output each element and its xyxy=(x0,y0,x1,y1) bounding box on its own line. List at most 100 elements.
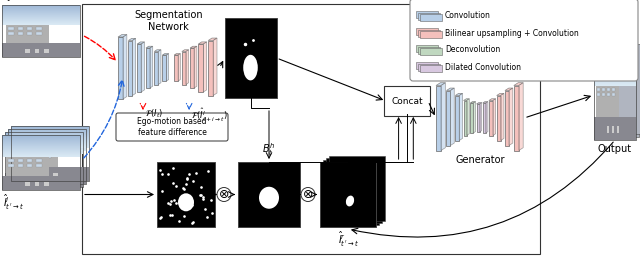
Polygon shape xyxy=(474,102,476,133)
Bar xyxy=(2,143,80,144)
Text: Output: Output xyxy=(598,144,632,154)
Bar xyxy=(594,50,636,51)
Point xyxy=(184,172,194,176)
Bar xyxy=(2,11,80,12)
Bar xyxy=(2,23,80,24)
Bar xyxy=(594,67,636,68)
Point xyxy=(166,199,176,203)
Bar xyxy=(607,88,611,91)
Bar xyxy=(8,144,86,145)
Bar xyxy=(36,159,42,162)
Bar xyxy=(8,138,86,139)
Bar xyxy=(2,155,80,156)
Polygon shape xyxy=(505,88,513,90)
Bar xyxy=(2,9,80,10)
Bar xyxy=(594,60,636,61)
Bar xyxy=(8,159,13,162)
Bar xyxy=(11,135,89,136)
Bar xyxy=(18,164,23,167)
Polygon shape xyxy=(436,83,445,86)
Bar xyxy=(594,79,636,80)
Bar xyxy=(594,59,636,60)
Bar xyxy=(6,157,49,176)
Bar xyxy=(5,140,83,141)
Polygon shape xyxy=(514,83,523,86)
Polygon shape xyxy=(129,38,136,41)
Bar xyxy=(35,181,40,186)
Polygon shape xyxy=(477,104,479,132)
Bar xyxy=(2,17,80,18)
Point xyxy=(155,168,165,172)
Bar xyxy=(607,126,609,133)
Bar xyxy=(5,144,83,145)
Ellipse shape xyxy=(346,196,354,206)
Bar xyxy=(594,64,636,65)
Bar xyxy=(8,142,86,143)
Bar xyxy=(420,31,442,38)
Bar xyxy=(11,127,89,128)
Bar xyxy=(2,24,80,25)
Bar xyxy=(2,18,80,19)
Bar xyxy=(39,161,45,164)
Bar xyxy=(2,136,80,137)
Bar xyxy=(18,32,23,35)
Bar xyxy=(594,71,636,72)
Text: Deconvolution: Deconvolution xyxy=(445,46,500,55)
Text: $\hat{I}^r_{t^{\prime}\rightarrow t}$: $\hat{I}^r_{t^{\prime}\rightarrow t}$ xyxy=(337,230,358,249)
Polygon shape xyxy=(166,54,169,81)
Bar xyxy=(2,137,80,138)
Polygon shape xyxy=(146,48,150,88)
Bar xyxy=(594,52,636,53)
Bar xyxy=(12,151,55,170)
Bar xyxy=(11,132,89,133)
Bar xyxy=(14,153,20,156)
Bar xyxy=(5,152,83,153)
Bar xyxy=(597,93,600,96)
Polygon shape xyxy=(470,103,474,133)
Bar xyxy=(2,146,80,147)
Polygon shape xyxy=(486,102,488,133)
Point xyxy=(179,187,189,191)
Bar xyxy=(2,156,80,157)
Bar xyxy=(11,138,89,139)
Bar xyxy=(5,150,83,151)
Bar xyxy=(2,145,80,146)
Bar xyxy=(33,153,38,156)
Bar xyxy=(11,136,89,137)
Bar xyxy=(2,148,80,149)
Bar xyxy=(594,56,636,57)
Bar xyxy=(416,11,438,18)
Bar xyxy=(594,62,636,63)
Bar xyxy=(5,132,83,133)
Polygon shape xyxy=(505,90,509,146)
Bar xyxy=(420,48,442,55)
Bar xyxy=(420,65,442,72)
Point xyxy=(200,207,211,211)
Bar xyxy=(45,155,51,158)
Bar xyxy=(600,44,640,134)
Point xyxy=(166,213,177,217)
Point xyxy=(202,215,212,219)
Bar xyxy=(20,161,26,164)
Bar xyxy=(42,153,48,156)
Polygon shape xyxy=(150,46,153,88)
Bar xyxy=(12,161,17,164)
Text: Segmentation
Network: Segmentation Network xyxy=(134,10,203,32)
Bar xyxy=(53,173,58,177)
Bar xyxy=(9,154,52,173)
Bar xyxy=(5,136,83,137)
Bar xyxy=(5,135,83,136)
Bar xyxy=(594,66,636,67)
Bar xyxy=(2,5,80,57)
Point xyxy=(203,169,213,173)
Bar xyxy=(596,86,620,117)
Bar xyxy=(45,150,51,153)
Bar xyxy=(8,164,13,167)
Bar xyxy=(2,151,80,152)
Bar xyxy=(11,142,89,143)
Polygon shape xyxy=(489,101,493,135)
Bar xyxy=(2,147,80,148)
Bar xyxy=(17,150,22,153)
Bar xyxy=(36,32,42,35)
Point xyxy=(191,171,201,175)
